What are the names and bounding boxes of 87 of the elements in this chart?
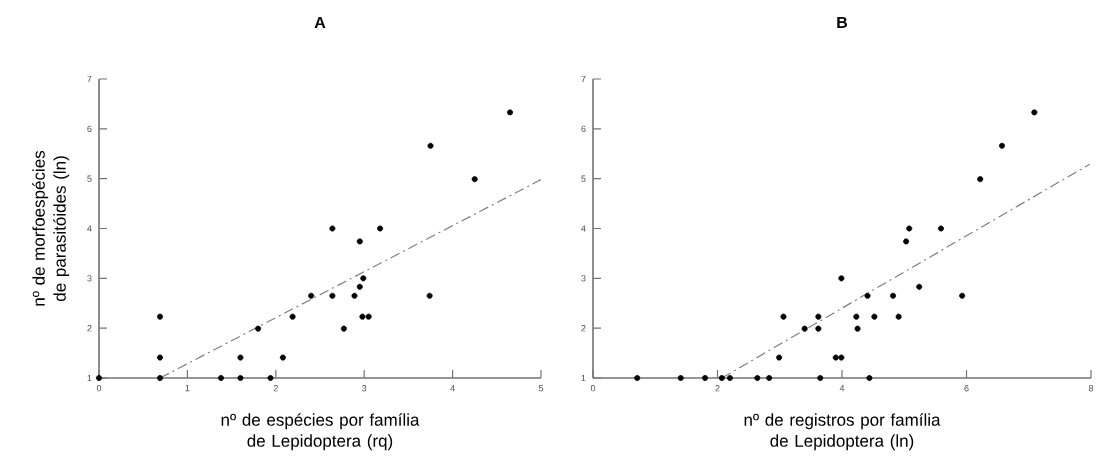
- point: [780, 313, 787, 320]
- point: [903, 238, 910, 245]
- point: [866, 374, 873, 381]
- chart-title: A: [314, 16, 326, 28]
- point: [237, 354, 244, 361]
- y-tick-label: 2: [87, 325, 92, 332]
- x-tick-label: 8: [1088, 385, 1094, 392]
- point: [815, 313, 822, 320]
- point: [255, 325, 262, 332]
- point: [377, 225, 384, 232]
- point: [998, 142, 1005, 149]
- point: [267, 374, 274, 381]
- point: [237, 374, 244, 381]
- point: [766, 374, 773, 381]
- point: [776, 354, 783, 361]
- point: [217, 374, 224, 381]
- y-tick-label: 3: [581, 275, 586, 282]
- y-tick-label: 4: [87, 225, 92, 232]
- point: [871, 313, 878, 320]
- point: [838, 354, 845, 361]
- point: [801, 325, 808, 332]
- point: [977, 176, 984, 183]
- point: [815, 325, 822, 332]
- x-tick-label: 4: [450, 385, 455, 392]
- y-tick-label: 5: [87, 175, 92, 182]
- point: [634, 374, 641, 381]
- point: [890, 292, 897, 299]
- point: [329, 225, 336, 232]
- point: [471, 176, 478, 183]
- point: [157, 354, 163, 361]
- point: [916, 283, 923, 290]
- chart-title: B: [837, 16, 848, 28]
- y-tick-label: 2: [581, 325, 586, 332]
- x-tick-label: 2: [273, 385, 278, 392]
- point: [157, 374, 163, 381]
- point: [157, 313, 163, 320]
- point: [864, 292, 871, 299]
- point: [677, 374, 684, 381]
- x-axis-title: nº de registros por família de Lepidoptera (ln): [744, 413, 941, 451]
- point: [96, 374, 103, 381]
- point: [959, 292, 966, 299]
- point: [1031, 109, 1038, 116]
- point: [838, 275, 845, 282]
- point: [937, 225, 944, 232]
- point: [754, 374, 761, 381]
- point: [359, 313, 366, 320]
- point: [356, 283, 363, 290]
- x-tick-label: 5: [538, 385, 544, 392]
- point: [726, 374, 733, 381]
- point: [308, 292, 315, 299]
- y-tick-label: 5: [581, 175, 586, 182]
- y-tick-label: 3: [87, 275, 92, 282]
- y-tick-label: 4: [581, 225, 586, 232]
- point: [854, 325, 861, 332]
- point: [817, 374, 824, 381]
- point: [340, 325, 347, 332]
- y-tick-label: 7: [87, 75, 92, 83]
- point: [365, 313, 372, 320]
- point: [279, 354, 286, 361]
- point: [351, 292, 358, 299]
- point: [507, 109, 514, 116]
- point: [718, 374, 725, 381]
- y-tick-label: 6: [87, 125, 92, 133]
- point: [702, 374, 709, 381]
- x-tick-label: 0: [96, 385, 102, 392]
- x-tick-label: 2: [715, 385, 720, 392]
- x-tick-label: 1: [185, 385, 190, 392]
- x-tick-label: 4: [839, 385, 845, 392]
- point: [360, 275, 367, 282]
- point: [853, 313, 860, 320]
- point: [426, 292, 433, 299]
- point: [289, 313, 296, 320]
- x-axis-title: nº de espécies por família de Lepidoptera (rq): [221, 413, 420, 451]
- y-tick-label: 6: [581, 125, 586, 133]
- point: [895, 313, 902, 320]
- point: [906, 225, 913, 232]
- x-tick-label: 3: [362, 385, 367, 392]
- point: [329, 292, 336, 299]
- point: [832, 354, 839, 361]
- y-tick-label: 7: [581, 75, 586, 83]
- y-tick-label: 1: [87, 374, 92, 382]
- x-tick-label: 6: [964, 385, 969, 392]
- point: [356, 238, 363, 245]
- point: [427, 142, 434, 149]
- y-tick-label: 1: [581, 374, 586, 382]
- y-axis-title: nº de morfoespécies de parasitóides (ln): [32, 150, 70, 306]
- x-tick-label: 0: [590, 385, 596, 392]
